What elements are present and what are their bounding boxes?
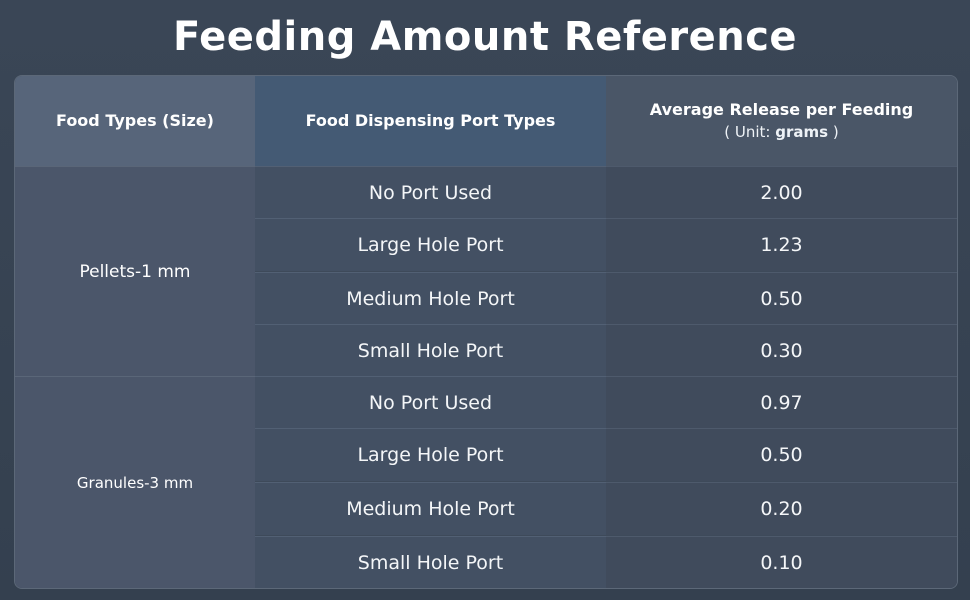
table-row-amount: 0.20	[606, 482, 957, 535]
table-row-port: Small Hole Port	[255, 536, 606, 588]
table-row-port: Medium Hole Port	[255, 272, 606, 325]
table-row-port: Large Hole Port	[255, 218, 606, 271]
group-label: Granules-3 mm	[76, 474, 194, 492]
table-row-port: Medium Hole Port	[255, 482, 606, 535]
table-row-port: No Port Used	[255, 166, 606, 219]
table-row-amount: 0.30	[606, 324, 957, 377]
header-port-types: Food Dispensing Port Types	[255, 76, 606, 166]
table-row-amount: 1.23	[606, 218, 957, 271]
table-row-amount: 0.50	[606, 272, 957, 325]
header-food-types: Food Types (Size)	[15, 76, 255, 166]
table-row-amount: 0.97	[606, 376, 957, 429]
header-avg-release-label: Average Release per Feeding	[649, 100, 914, 119]
page-title: Feeding Amount Reference	[172, 14, 798, 60]
table-row-port: Large Hole Port	[255, 428, 606, 481]
unit-prefix: ( Unit:	[724, 123, 776, 141]
group-cell-granules: Granules-3 mm	[15, 376, 255, 588]
feeding-reference-table: Food Types (Size) Food Dispensing Port T…	[14, 75, 958, 589]
header-port-types-label: Food Dispensing Port Types	[305, 111, 556, 130]
header-unit: ( Unit: grams )	[650, 121, 913, 143]
group-cell-pellets: Pellets-1 mm	[15, 166, 255, 377]
unit-value: grams	[775, 123, 829, 141]
header-food-types-label: Food Types (Size)	[56, 111, 214, 130]
group-label: Pellets-1 mm	[79, 262, 191, 282]
table-row-amount: 2.00	[606, 166, 957, 219]
unit-suffix: )	[828, 123, 839, 141]
table-row-port: No Port Used	[255, 376, 606, 429]
table-row-amount: 0.50	[606, 428, 957, 481]
table-row-port: Small Hole Port	[255, 324, 606, 377]
table-row-amount: 0.10	[606, 536, 957, 588]
header-avg-release: Average Release per Feeding ( Unit: gram…	[606, 76, 957, 166]
